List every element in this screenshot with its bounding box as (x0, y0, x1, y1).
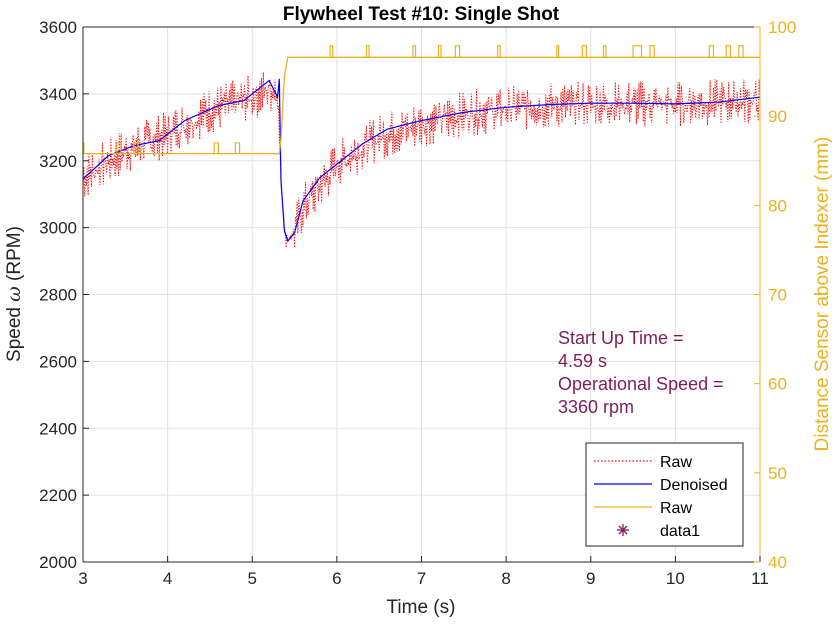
y-right-tick-label-2: 60 (768, 375, 787, 394)
series-line-denoised (82, 78, 761, 243)
legend-label-raw-speed: Raw (660, 454, 692, 471)
x-tick-label-8: 11 (751, 569, 769, 588)
distance-blip-16 (708, 45, 715, 58)
y-left-tick-label-0: 2000 (39, 553, 77, 572)
chart-title: Flywheel Test #10: Single Shot (283, 4, 560, 25)
distance-blip-7 (412, 45, 417, 58)
distance-blip-14 (632, 45, 643, 58)
legend-swatch-data1-asterisk-icon (617, 524, 629, 536)
y-left-tick-label-5: 3000 (39, 219, 77, 238)
y-right-tick-label-6: 100 (768, 18, 796, 37)
y-axis-left-title-prefix: Speed (4, 302, 25, 362)
y-axis-left-title-suffix: (RPM) (4, 226, 25, 286)
y-right-tick-label-5: 90 (768, 107, 787, 126)
y-axis-left-title-symbol: ω (3, 286, 25, 302)
x-tick-label-2: 5 (248, 569, 257, 588)
y-right-tick-label-3: 70 (768, 286, 787, 305)
distance-blip-18 (738, 45, 744, 58)
distance-blip-11 (556, 45, 560, 58)
y-right-tick-label-0: 40 (768, 553, 787, 572)
x-tick-label-0: 3 (78, 569, 87, 588)
x-tick-label-5: 8 (501, 569, 510, 588)
distance-blip-4 (234, 142, 241, 154)
legend-label-denoised: Denoised (660, 477, 728, 494)
x-tick-label-1: 4 (163, 569, 172, 588)
legend: Raw Denoised Raw data1 (585, 442, 744, 547)
annotation-line-1: Start Up Time = (558, 328, 684, 348)
x-tick-label-3: 6 (332, 569, 341, 588)
y-right-tick-label-4: 80 (768, 196, 787, 215)
distance-blip-5 (329, 45, 334, 58)
annotation-line-4: 3360 rpm (558, 397, 634, 417)
y-axis-right-title: Distance Sensor above Indexer (mm) (812, 137, 833, 452)
distance-blip-8 (437, 45, 442, 58)
distance-blip-6 (365, 45, 370, 58)
x-tick-label-4: 7 (417, 569, 426, 588)
x-axis-title: Time (s) (387, 597, 456, 618)
y-left-tick-label-6: 3200 (39, 152, 77, 171)
legend-box (585, 442, 744, 547)
y-left-tick-label-4: 2800 (39, 286, 77, 305)
y-right-tick-label-1: 50 (768, 464, 787, 483)
distance-blip-1 (116, 142, 122, 154)
distance-blip-10 (497, 45, 501, 58)
y-left-tick-label-2: 2400 (39, 419, 77, 438)
y-left-tick-label-1: 2200 (39, 486, 77, 505)
series-layer (82, 45, 761, 248)
legend-label-data1: data1 (660, 523, 700, 540)
y-left-tick-label-8: 3600 (39, 18, 77, 37)
y-left-tick-label-7: 3400 (39, 85, 77, 104)
x-tick-label-6: 9 (586, 569, 595, 588)
distance-blip-12 (581, 45, 588, 58)
distance-blip-9 (454, 45, 461, 58)
distance-blip-15 (649, 45, 655, 58)
annotation-line-2: 4.59 s (558, 351, 607, 371)
distance-blip-17 (725, 45, 731, 58)
annotation: Start Up Time = 4.59 s Operational Speed… (558, 328, 724, 417)
x-tick-label-7: 10 (666, 569, 685, 588)
y-axis-left-title: Speed ω (RPM) (3, 226, 25, 362)
legend-label-raw-distance: Raw (660, 500, 692, 517)
y-left-tick-label-3: 2600 (39, 352, 77, 371)
distance-blip-2 (133, 142, 139, 154)
annotation-line-3: Operational Speed = (558, 374, 724, 394)
distance-blip-13 (602, 45, 607, 58)
axes-layer: 3 4 5 6 7 8 9 10 11 2000 2200 2400 2600 2800 3000 3200 3… (39, 18, 796, 588)
distance-blip-3 (213, 142, 219, 154)
